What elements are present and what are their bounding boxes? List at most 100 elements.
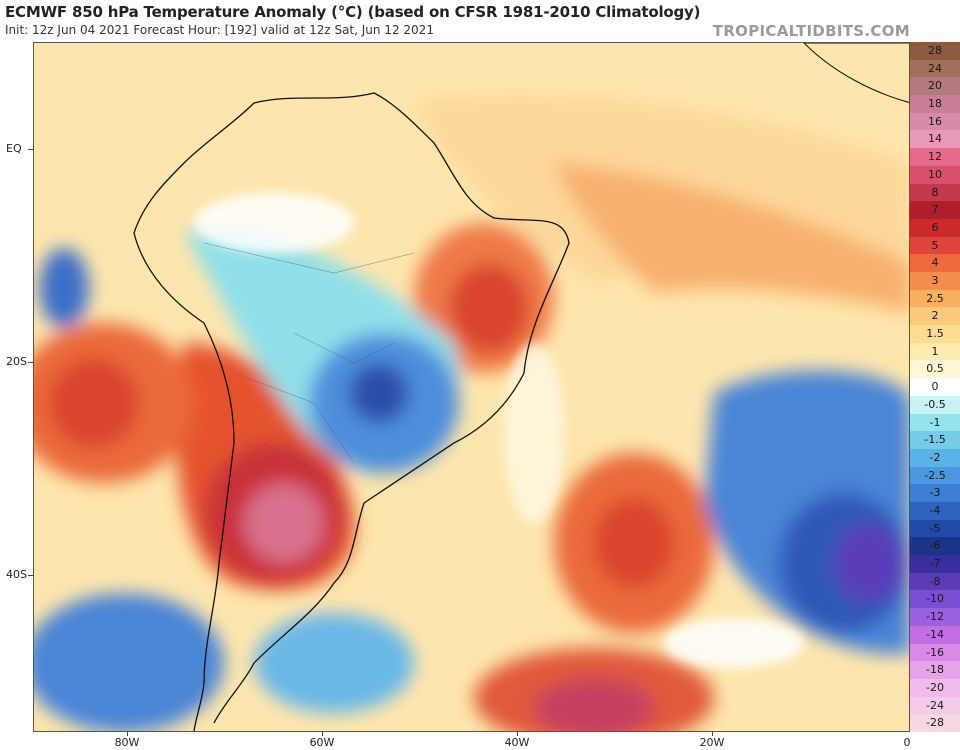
colorbar-swatch: 24: [910, 59, 960, 78]
colorbar-swatch: -5: [910, 519, 960, 538]
colorbar-swatch: -12: [910, 608, 960, 626]
colorbar-swatch: 10: [910, 165, 960, 184]
borders: [203, 242, 415, 484]
colorbar-swatch: -10: [910, 590, 960, 609]
colorbar-label: -16: [926, 645, 944, 659]
colorbar-swatch: 2: [910, 307, 960, 326]
colorbar-swatch: -28: [910, 714, 960, 732]
colorbar-swatch: 0: [910, 378, 960, 396]
colorbar-swatch: -1.5: [910, 431, 960, 449]
colorbar-swatch: 2.5: [910, 289, 960, 308]
lat-tick: [28, 149, 33, 150]
colorbar-legend: 28 24 20 18 16 14 12 10 8 7 6 5 4 3 2.5 2 1.5 1 0.5 0 -0.5 -1…: [910, 42, 960, 732]
colorbar-label: -12: [926, 610, 944, 624]
colorbar-swatch: 5: [910, 236, 960, 255]
anomaly-map: [33, 42, 910, 732]
colorbar-label: 18: [928, 97, 942, 111]
lon-label-60w: 60W: [309, 736, 335, 749]
colorbar-swatch: -24: [910, 696, 960, 715]
colorbar-swatch: 1.5: [910, 325, 960, 343]
colorbar-label: -4: [929, 504, 941, 517]
colorbar-swatch: -2: [910, 448, 960, 467]
colorbar-swatch: -8: [910, 572, 960, 591]
lat-label-eq: EQ: [6, 142, 22, 155]
colorbar-label: 7: [931, 203, 939, 217]
colorbar-label: -18: [926, 663, 944, 677]
chart-title: ECMWF 850 hPa Temperature Anomaly (°C) (…: [5, 3, 701, 21]
lat-label-20s: 20S: [6, 355, 27, 368]
lon-tick: [322, 732, 323, 736]
colorbar-label: 16: [928, 114, 942, 128]
colorbar-swatch: 12: [910, 148, 960, 166]
colorbar-label: 10: [928, 167, 942, 181]
colorbar-swatch: 8: [910, 183, 960, 202]
colorbar-label: 14: [928, 132, 942, 146]
colorbar-swatch: 3: [910, 272, 960, 290]
colorbar-label: 2: [931, 309, 939, 323]
colorbar-label: 4: [931, 256, 939, 270]
colorbar-label: -14: [926, 627, 944, 641]
colorbar-label: -1.5: [924, 433, 946, 447]
colorbar-swatch: -0.5: [910, 395, 960, 414]
colorbar-label: -28: [926, 716, 944, 730]
colorbar-label: 0.5: [926, 362, 944, 376]
colorbar-swatch: -14: [910, 625, 960, 644]
colorbar-label: -10: [926, 592, 944, 606]
colorbar-label: -0.5: [924, 397, 946, 411]
coastline: [133, 92, 570, 731]
colorbar-swatch: -16: [910, 643, 960, 662]
colorbar-label: -2: [929, 450, 941, 464]
colorbar-label: 3: [931, 274, 939, 287]
colorbar-swatch: 6: [910, 218, 960, 237]
colorbar-swatch: 0.5: [910, 360, 960, 379]
lon-label-80w: 80W: [114, 736, 140, 749]
colorbar-swatch: 16: [910, 112, 960, 131]
colorbar-swatch: -2.5: [910, 466, 960, 485]
colorbar-label: 8: [931, 185, 939, 199]
colorbar-label: -8: [929, 574, 941, 588]
colorbar-swatch: -18: [910, 661, 960, 679]
chart-subtitle: Init: 12z Jun 04 2021 Forecast Hour: [19…: [5, 23, 434, 37]
lon-label-0: 0: [903, 736, 911, 749]
colorbar-label: -1: [929, 415, 941, 429]
colorbar-swatch: 4: [910, 254, 960, 272]
lat-tick: [28, 575, 33, 576]
colorbar-label: 24: [928, 61, 942, 75]
lon-label-20w: 20W: [699, 736, 725, 749]
colorbar-label: -24: [926, 698, 944, 712]
anomaly-field: [34, 43, 909, 731]
lon-tick: [712, 732, 713, 736]
colorbar-swatch: 18: [910, 95, 960, 113]
colorbar-label: 28: [928, 44, 942, 57]
colorbar-swatch: -1: [910, 413, 960, 432]
colorbar-swatch: 28: [910, 42, 960, 60]
colorbar-swatch: 20: [910, 77, 960, 96]
colorbar-label: 6: [931, 220, 939, 234]
colorbar-label: 2.5: [926, 291, 944, 305]
colorbar-swatch: -6: [910, 537, 960, 556]
colorbar-label: 1: [931, 344, 939, 358]
lon-label-40w: 40W: [504, 736, 530, 749]
colorbar-swatch: -7: [910, 555, 960, 573]
colorbar-label: -3: [929, 486, 941, 500]
colorbar-swatch: 1: [910, 342, 960, 361]
colorbar-label: -2.5: [924, 468, 946, 482]
colorbar-label: -6: [929, 539, 941, 553]
colorbar-swatch: -3: [910, 484, 960, 502]
lat-tick: [28, 362, 33, 363]
colorbar-label: -7: [929, 557, 941, 571]
colorbar-swatch: 14: [910, 130, 960, 149]
lat-label-40s: 40S: [6, 568, 27, 581]
lon-tick: [127, 732, 128, 736]
colorbar-label: 12: [928, 150, 942, 164]
colorbar-label: 1.5: [926, 327, 944, 341]
site-credit: TROPICALTIDBITS.COM: [712, 22, 910, 40]
colorbar-label: -20: [926, 680, 944, 694]
colorbar-label: 5: [931, 238, 939, 252]
lon-tick: [517, 732, 518, 736]
colorbar-swatch: 7: [910, 201, 960, 219]
colorbar-swatch: -4: [910, 502, 960, 520]
colorbar-swatch: -20: [910, 678, 960, 697]
colorbar-label: -5: [929, 521, 941, 535]
colorbar-label: 20: [928, 79, 942, 93]
